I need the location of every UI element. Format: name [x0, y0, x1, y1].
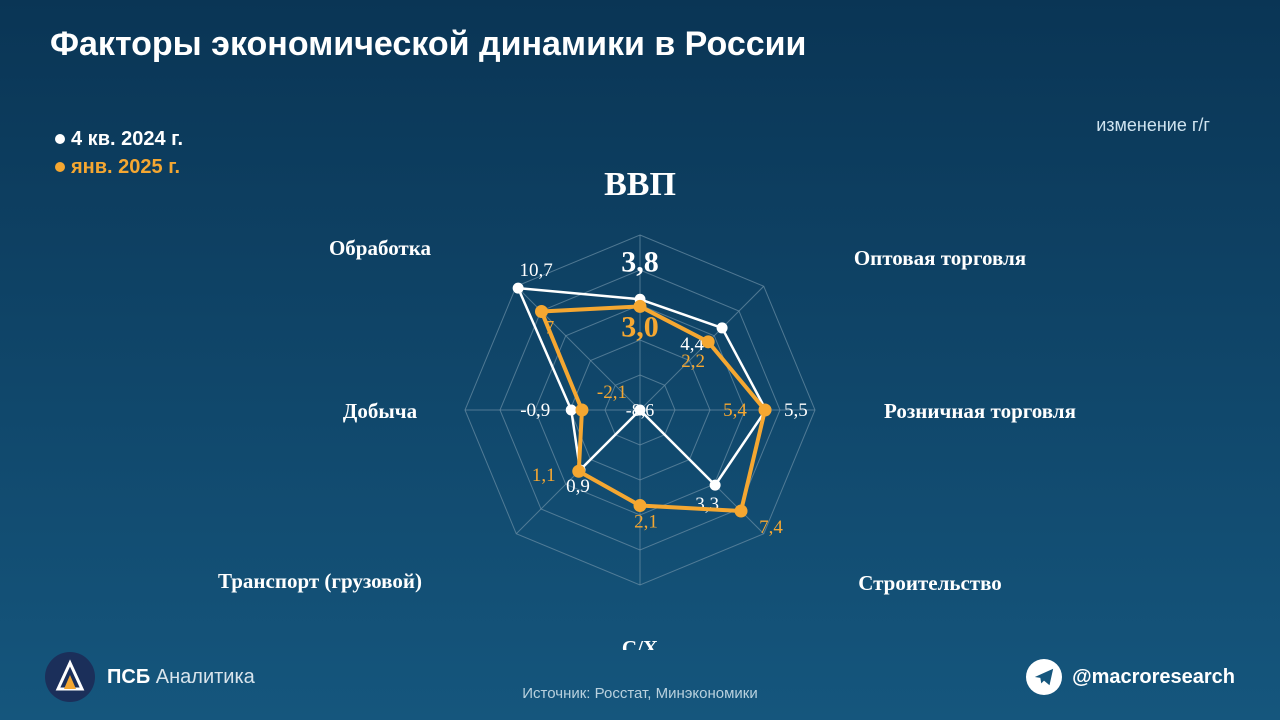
axis-label-transport: Транспорт (грузовой)	[218, 569, 422, 593]
axis-label-wholesale: Оптовая торговля	[854, 246, 1026, 270]
telegram-icon	[1026, 659, 1062, 695]
svg-text:5,4: 5,4	[723, 400, 747, 421]
svg-text:-2,1: -2,1	[597, 382, 627, 403]
axis-label-construct: Строительство	[858, 571, 1002, 595]
svg-text:1,1: 1,1	[532, 465, 556, 486]
axis-label-retail: Розничная торговля	[884, 399, 1076, 423]
brand: ПСБ Аналитика	[45, 652, 255, 702]
brand-regular: Аналитика	[150, 666, 255, 688]
svg-text:3,0: 3,0	[621, 310, 659, 343]
axis-label-mining: Добыча	[343, 399, 418, 423]
brand-bold: ПСБ	[107, 666, 150, 688]
axis-label-manuf: Обработка	[329, 236, 432, 260]
svg-text:-0,9: -0,9	[520, 400, 550, 421]
telegram-handle[interactable]: @macroresearch	[1026, 659, 1235, 695]
axis-label-agri: С/Х	[622, 636, 658, 650]
svg-text:10,7: 10,7	[520, 260, 553, 281]
svg-text:0,9: 0,9	[566, 476, 590, 497]
handle-text: @macroresearch	[1072, 666, 1235, 689]
svg-text:7,4: 7,4	[759, 517, 783, 538]
svg-text:3,3: 3,3	[695, 494, 719, 515]
svg-text:2,2: 2,2	[681, 351, 705, 372]
axis-label-gdp: ВВП	[604, 166, 676, 203]
brand-text: ПСБ Аналитика	[107, 666, 255, 689]
source-text: Источник: Росстат, Минэкономики	[522, 685, 757, 702]
svg-text:3,8: 3,8	[621, 245, 659, 278]
brand-logo-icon	[45, 652, 95, 702]
page-title: Факторы экономической динамики в России	[50, 25, 806, 64]
svg-text:7: 7	[545, 318, 555, 339]
svg-text:5,5: 5,5	[784, 400, 808, 421]
svg-text:2,1: 2,1	[634, 512, 658, 533]
radar-chart: -8,6ВВПОптовая торговляРозничная торговл…	[0, 90, 1280, 650]
